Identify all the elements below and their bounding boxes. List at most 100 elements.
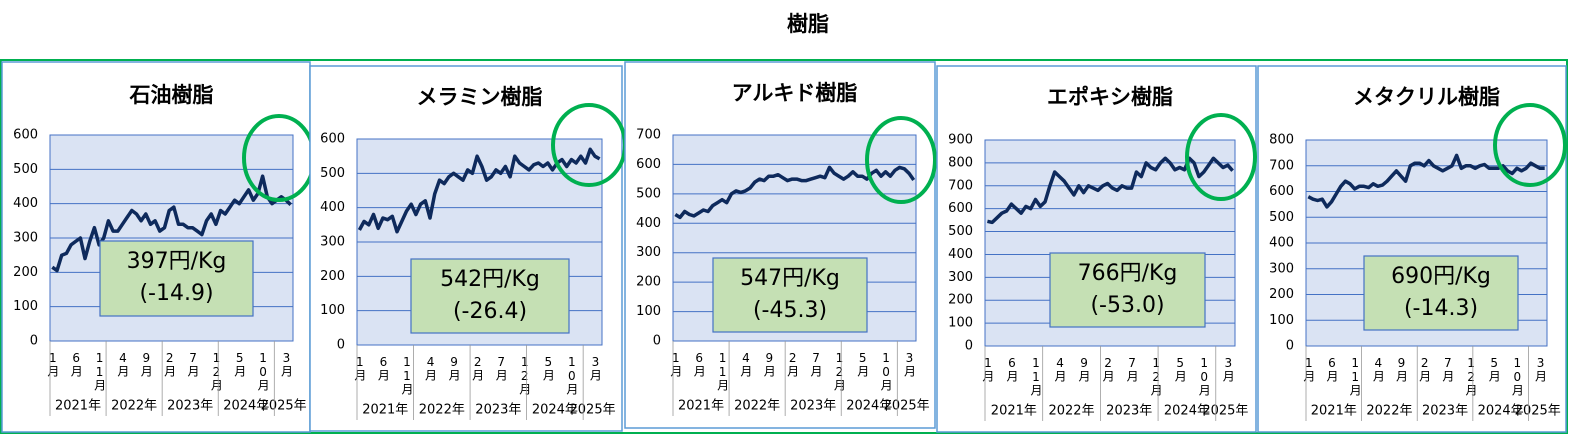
y-tick-label: 100 [13, 299, 38, 314]
x-tick-label: 2月 [1418, 356, 1432, 383]
x-group-label: 2023年 [475, 403, 521, 418]
x-tick-label: 7月 [809, 351, 823, 378]
y-tick-label: 0 [337, 338, 345, 353]
price-box [1363, 255, 1519, 331]
price-box [1049, 252, 1206, 328]
x-tick-label: 6月 [69, 351, 83, 378]
x-tick-label: 9月 [1395, 356, 1409, 383]
y-tick-label: 400 [13, 196, 38, 211]
x-tick-label: 5月 [1173, 356, 1187, 383]
price-line [674, 165, 916, 220]
price-box [410, 258, 570, 334]
price-annotation: (-53.0) [1090, 293, 1164, 318]
y-tick-label: 300 [948, 270, 973, 285]
y-tick-label: 200 [320, 269, 345, 284]
y-tick-label: 800 [1269, 133, 1294, 148]
x-group-label: 2023年 [1106, 404, 1152, 419]
x-group-label: 2021年 [991, 404, 1037, 419]
x-group-label: 2022年 [1048, 404, 1094, 419]
x-tick-label: 6月 [1325, 356, 1339, 383]
y-tick-label: 0 [653, 334, 661, 349]
x-tick-label: 11月 [1029, 356, 1043, 397]
x-tick-label: 4月 [1053, 356, 1067, 383]
y-tick-label: 100 [636, 304, 661, 319]
y-tick-label: 200 [13, 265, 38, 280]
y-tick-label: 200 [1269, 287, 1294, 302]
price-line [51, 174, 292, 273]
x-tick-label: 9月 [762, 351, 776, 378]
x-group-label: 2024年 [532, 403, 578, 418]
y-tick-label: 600 [948, 201, 973, 216]
x-group-label: 2025年 [1202, 404, 1248, 419]
x-tick-label: 10月 [1197, 356, 1211, 397]
price-annotation: (-26.4) [453, 299, 527, 324]
x-tick-label: 12月 [209, 351, 223, 392]
y-tick-label: 0 [965, 339, 973, 354]
x-group-label: 2021年 [678, 399, 724, 414]
y-tick-label: 800 [948, 155, 973, 170]
chart-title: メラミン樹脂 [417, 85, 543, 109]
y-tick-label: 400 [1269, 236, 1294, 251]
y-tick-label: 500 [1269, 210, 1294, 225]
x-tick-label: 3月 [1221, 356, 1235, 383]
x-tick-label: 6月 [1005, 356, 1019, 383]
y-tick-label: 600 [320, 132, 345, 147]
x-tick-label: 1月 [981, 356, 995, 383]
highlight-circle [1493, 103, 1567, 187]
x-tick-label: 2月 [1101, 356, 1115, 383]
x-group-label: 2023年 [790, 399, 836, 414]
x-tick-label: 2月 [786, 351, 800, 378]
page-title: 樹脂 [787, 12, 829, 36]
y-tick-label: 500 [320, 166, 345, 181]
x-group-label: 2024年 [1164, 404, 1210, 419]
highlight-circle [1185, 113, 1257, 201]
x-tick-label: 10月 [879, 351, 893, 392]
y-tick-label: 0 [30, 334, 38, 349]
y-tick-label: 200 [948, 293, 973, 308]
x-group-label: 2023年 [1422, 404, 1468, 419]
x-tick-label: 3月 [1534, 356, 1548, 383]
x-tick-label: 7月 [1441, 356, 1455, 383]
x-tick-label: 12月 [518, 355, 532, 396]
x-tick-label: 12月 [832, 351, 846, 392]
price-line [1307, 153, 1545, 209]
x-tick-label: 5月 [233, 351, 247, 378]
x-tick-label: 1月 [1302, 356, 1316, 383]
y-tick-label: 500 [636, 186, 661, 201]
y-tick-label: 600 [13, 128, 38, 143]
x-tick-label: 4月 [424, 355, 438, 382]
x-tick-label: 4月 [1371, 356, 1385, 383]
y-tick-label: 200 [636, 275, 661, 290]
x-tick-label: 5月 [541, 355, 555, 382]
x-tick-label: 11月 [716, 351, 730, 392]
x-group-label: 2024年 [223, 399, 269, 414]
x-tick-label: 2月 [163, 351, 177, 378]
y-tick-label: 100 [948, 316, 973, 331]
y-tick-label: 600 [1269, 184, 1294, 199]
chart-title: アルキド樹脂 [732, 81, 858, 105]
y-tick-label: 400 [636, 216, 661, 231]
x-tick-label: 11月 [1348, 356, 1362, 397]
x-group-label: 2024年 [846, 399, 892, 414]
x-tick-label: 11月 [400, 355, 414, 396]
price-annotation: (-14.9) [139, 281, 213, 306]
y-tick-label: 400 [948, 247, 973, 262]
x-tick-label: 11月 [93, 351, 107, 392]
y-tick-label: 500 [948, 224, 973, 239]
x-group-label: 2021年 [55, 399, 101, 414]
x-group-label: 2024年 [1478, 404, 1524, 419]
x-tick-label: 5月 [856, 351, 870, 378]
x-tick-label: 1月 [669, 351, 683, 378]
x-tick-label: 1月 [46, 351, 60, 378]
y-tick-label: 700 [948, 178, 973, 193]
y-tick-label: 0 [1286, 339, 1294, 354]
x-tick-label: 7月 [1125, 356, 1139, 383]
x-group-label: 2025年 [261, 399, 307, 414]
x-group-label: 2025年 [1515, 404, 1561, 419]
y-tick-label: 300 [13, 231, 38, 246]
outer-frame [0, 59, 1568, 434]
x-tick-label: 9月 [1077, 356, 1091, 383]
x-tick-label: 4月 [116, 351, 130, 378]
price-box [712, 257, 868, 333]
